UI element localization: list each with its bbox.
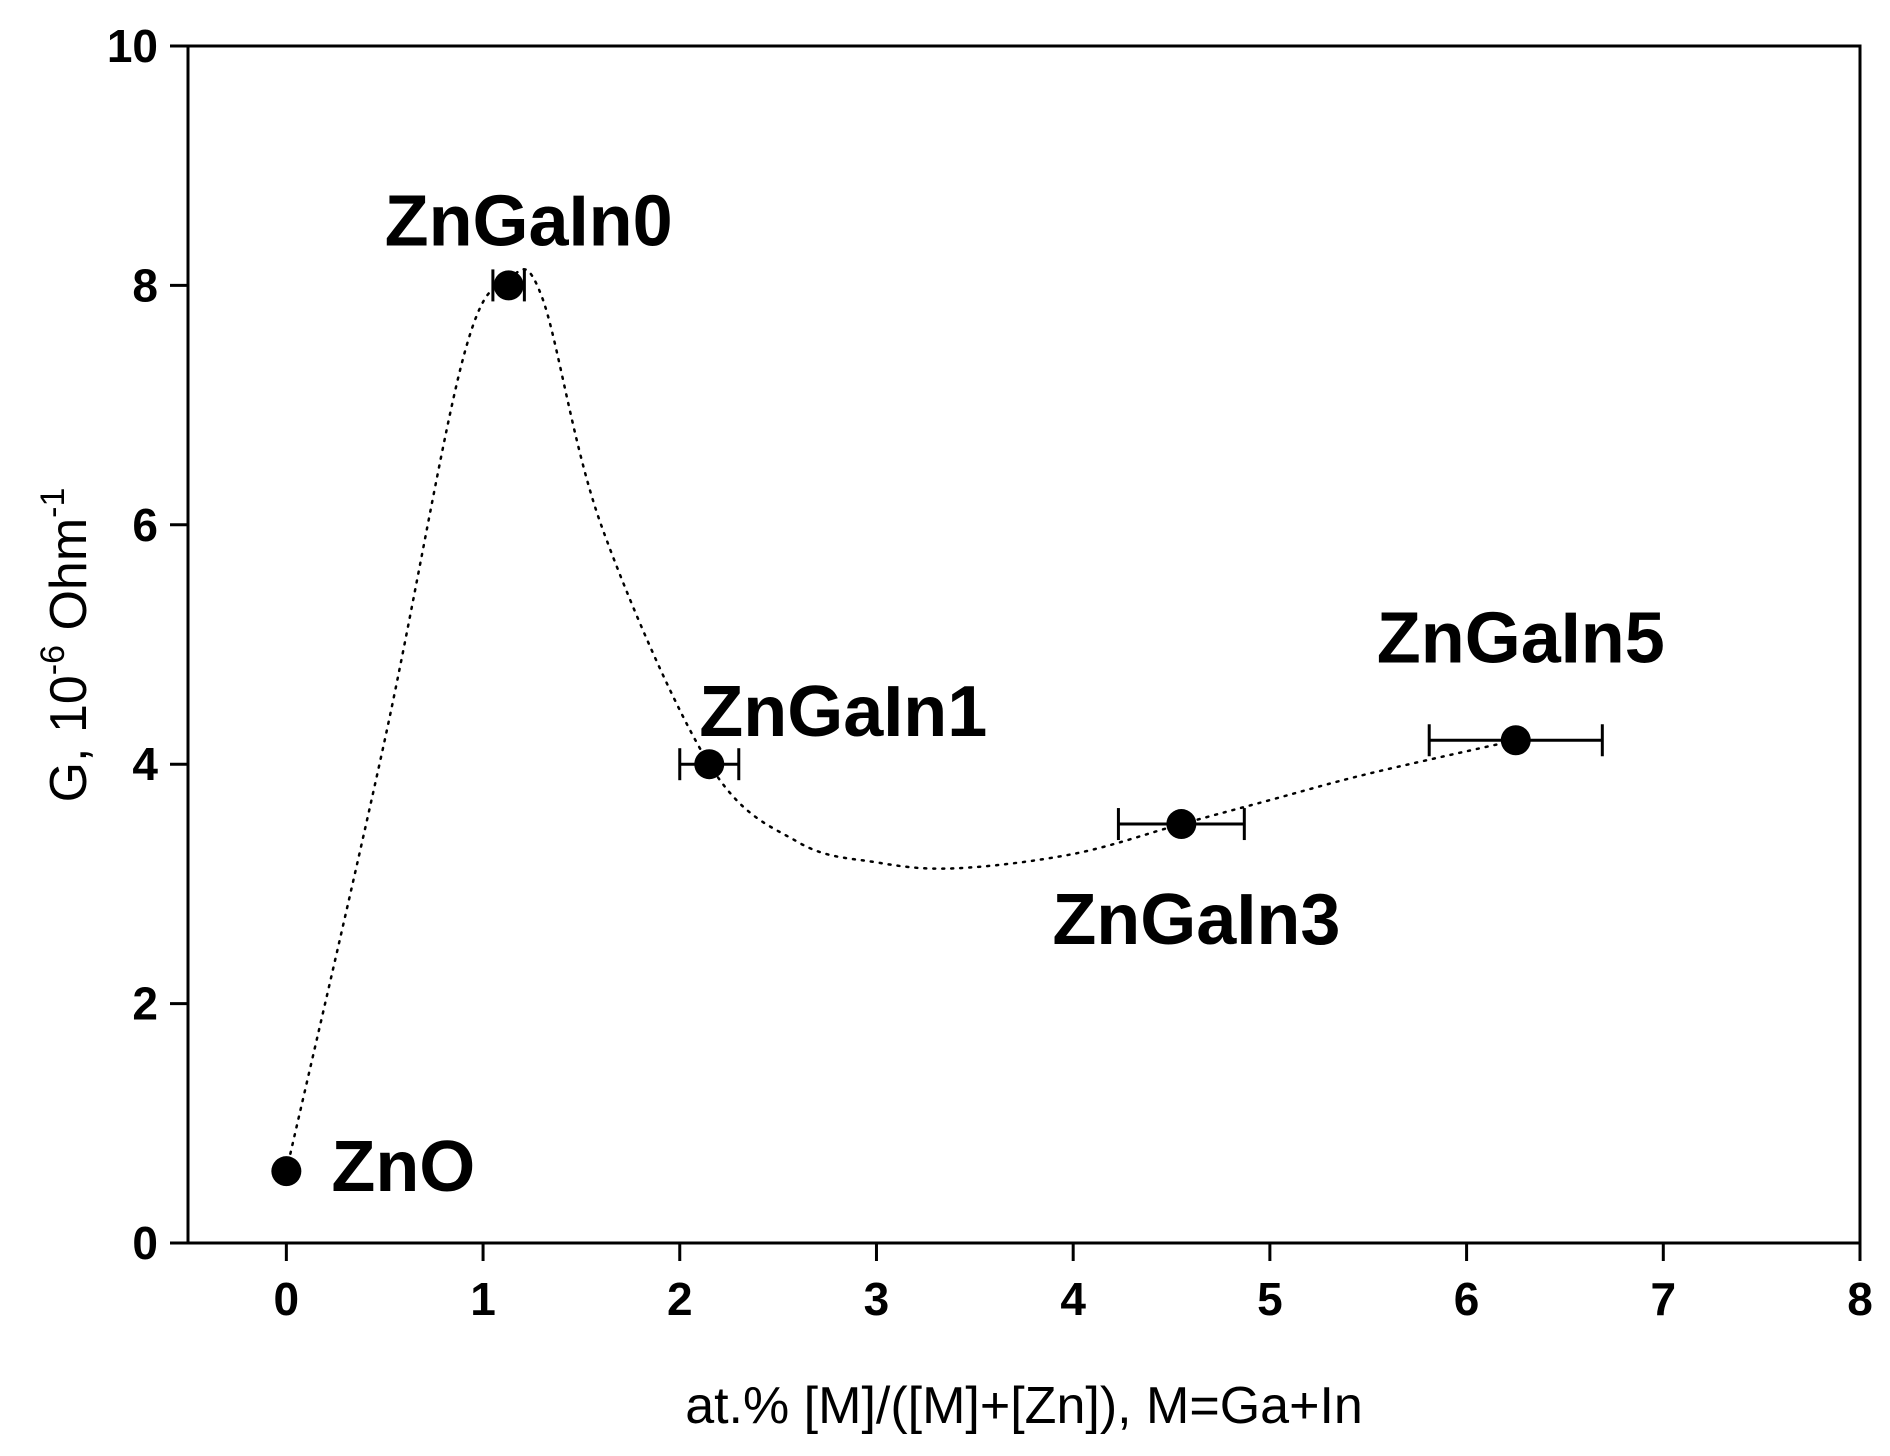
data-point bbox=[1500, 725, 1531, 756]
x-tick-label: 8 bbox=[1847, 1273, 1873, 1325]
y-tick-label: 2 bbox=[132, 978, 158, 1030]
y-axis-ticks: 0 2 4 6 8 10 bbox=[107, 20, 188, 1269]
x-tick-label: 6 bbox=[1454, 1273, 1480, 1325]
x-tick-label: 0 bbox=[274, 1273, 300, 1325]
point-label: ZnGaIn1 bbox=[699, 672, 987, 752]
point-label: ZnGaIn5 bbox=[1377, 598, 1665, 678]
error-bars bbox=[491, 269, 1604, 841]
x-axis-ticks: 0 1 2 3 4 5 6 7 8 bbox=[274, 1243, 1873, 1325]
y-tick-label: 0 bbox=[132, 1217, 158, 1269]
x-tick-label: 5 bbox=[1257, 1273, 1283, 1325]
y-axis-label: G, 10-6 Ohm-1 bbox=[34, 488, 98, 803]
x-tick-label: 3 bbox=[864, 1273, 890, 1325]
y-tick-label: 6 bbox=[132, 499, 158, 551]
x-tick-label: 1 bbox=[470, 1273, 496, 1325]
plot-area bbox=[186, 44, 1862, 1245]
data-markers bbox=[271, 270, 1531, 1187]
x-tick-label: 4 bbox=[1060, 1273, 1086, 1325]
data-point bbox=[1166, 809, 1197, 840]
data-point bbox=[271, 1156, 302, 1187]
point-label: ZnGaIn3 bbox=[1052, 880, 1340, 960]
point-label: ZnO bbox=[331, 1127, 475, 1207]
y-tick-label: 8 bbox=[132, 259, 158, 311]
point-labels: ZnO ZnGaIn0 ZnGaIn1 ZnGaIn3 ZnGaIn5 bbox=[331, 181, 1664, 1207]
y-tick-label: 10 bbox=[107, 20, 158, 72]
y-tick-label: 4 bbox=[132, 738, 158, 790]
data-point bbox=[493, 270, 524, 301]
x-tick-label: 7 bbox=[1650, 1273, 1676, 1325]
point-label: ZnGaIn0 bbox=[385, 181, 673, 261]
x-axis-label: at.% [M]/([M]+[Zn]), M=Ga+In bbox=[685, 1377, 1363, 1435]
x-tick-label: 2 bbox=[667, 1273, 693, 1325]
data-point bbox=[694, 749, 725, 780]
